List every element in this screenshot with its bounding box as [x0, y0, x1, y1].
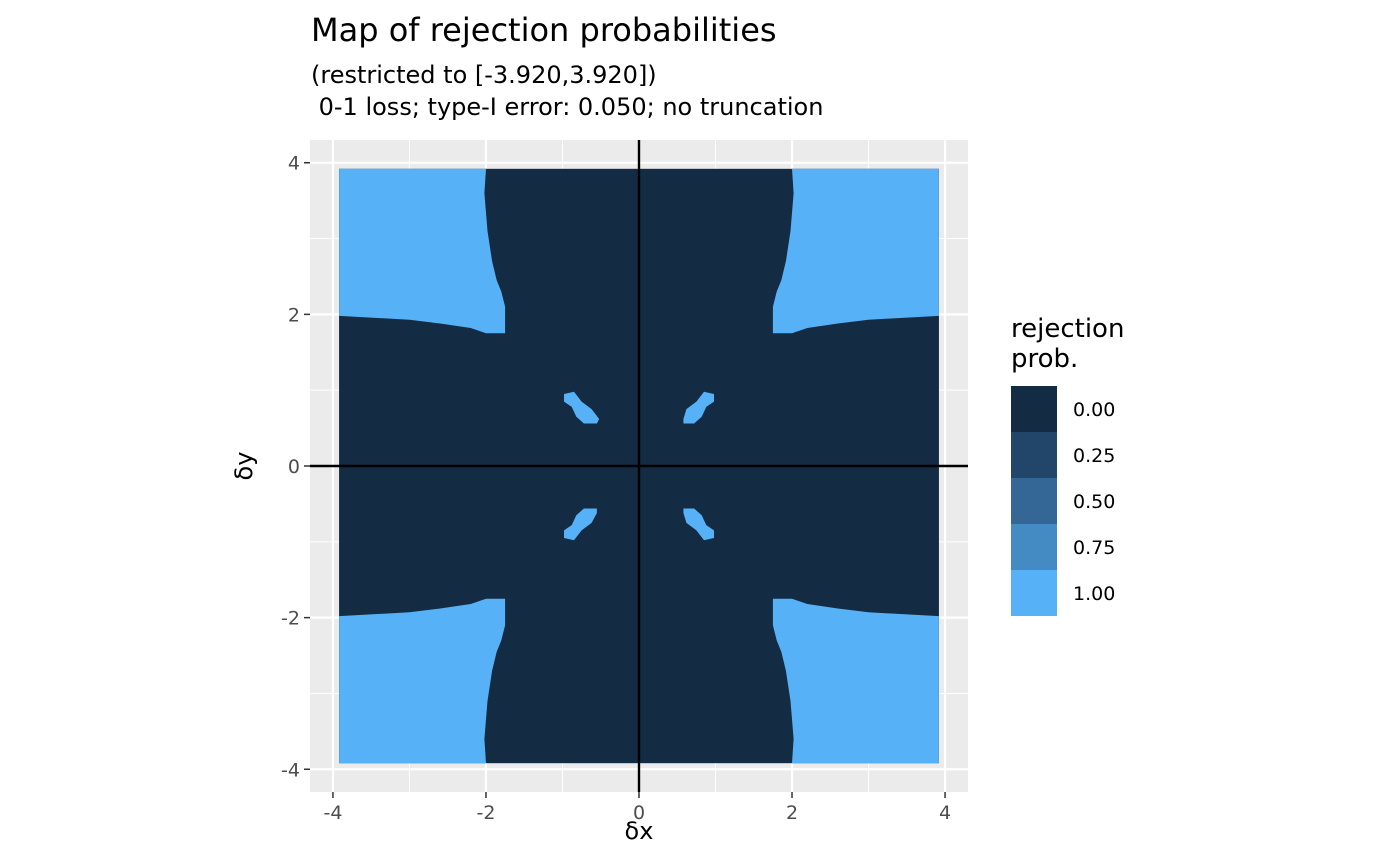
legend-key — [1011, 524, 1057, 570]
y-tick-label: 2 — [288, 304, 300, 326]
y-tick-label: -2 — [281, 608, 300, 630]
rejection-island-upper-left — [564, 391, 600, 424]
legend-label: 0.50 — [1073, 491, 1115, 513]
legend-title-line: prob. — [1011, 344, 1078, 374]
legend-key — [1011, 386, 1057, 432]
legend-key — [1011, 432, 1057, 478]
legend-key — [1011, 478, 1057, 524]
x-tick-label: 4 — [939, 802, 951, 824]
rejection-region-top-left — [339, 168, 506, 334]
legend-key — [1011, 570, 1057, 616]
plot-panel — [310, 140, 968, 792]
legend-label: 0.00 — [1073, 399, 1115, 421]
chart-subtitle-line-1: (restricted to [-3.920,3.920]) — [311, 61, 657, 89]
x-tick-label: 0 — [633, 802, 645, 824]
rejection-region-bottom-left — [339, 598, 506, 764]
legend-label: 0.75 — [1073, 537, 1115, 559]
y-tick-label: -4 — [281, 759, 300, 781]
rejection-island-lower-right — [683, 508, 714, 541]
legend-label: 0.25 — [1073, 445, 1115, 467]
chart-subtitle-line-2: 0-1 loss; type-I error: 0.050; no trunca… — [311, 93, 823, 121]
plot-axes: -4 -2 0 2 4 -4 -2 0 2 4 δx δy — [230, 153, 951, 845]
x-tick-label: 2 — [786, 802, 798, 824]
chart-title: Map of rejection probabilities — [311, 11, 777, 49]
legend-label: 1.00 — [1073, 583, 1115, 605]
rejection-island-lower-left — [564, 508, 597, 541]
y-axis-label: δy — [230, 452, 258, 481]
rejection-region-bottom-right — [772, 598, 939, 764]
y-tick-label: 4 — [288, 153, 300, 175]
legend-title-line: rejection — [1011, 314, 1124, 344]
x-tick-label: -4 — [323, 802, 342, 824]
rejection-island-upper-right — [683, 391, 714, 424]
rejection-region-top-right — [772, 168, 939, 334]
x-tick-label: -2 — [477, 802, 496, 824]
x-axis-label: δx — [625, 817, 654, 845]
y-tick-label: 0 — [288, 456, 300, 478]
